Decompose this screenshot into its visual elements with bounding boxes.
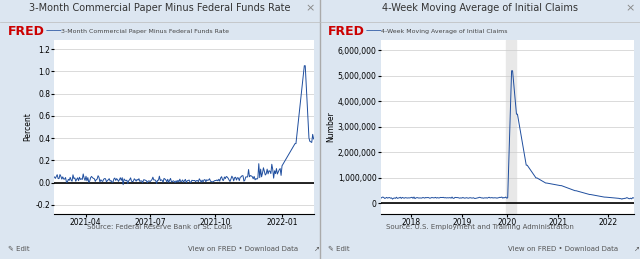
Text: 4-Week Moving Average of Initial Claims: 4-Week Moving Average of Initial Claims [381, 28, 508, 34]
Y-axis label: Number: Number [326, 112, 335, 142]
Text: FRED: FRED [8, 25, 45, 38]
Text: ✎ Edit: ✎ Edit [8, 246, 29, 252]
Text: ×: × [626, 3, 635, 13]
Text: Source: Federal Reserve Bank of St. Louis: Source: Federal Reserve Bank of St. Loui… [88, 224, 232, 230]
Bar [506, 40, 516, 214]
Text: Source: U.S. Employment and Training Administration: Source: U.S. Employment and Training Adm… [386, 224, 574, 230]
Text: ——: —— [366, 27, 383, 35]
Text: View on FRED • Download Data: View on FRED • Download Data [508, 246, 618, 252]
Text: 3-Month Commercial Paper Minus Federal Funds Rate: 3-Month Commercial Paper Minus Federal F… [29, 3, 291, 13]
Text: 4-Week Moving Average of Initial Claims: 4-Week Moving Average of Initial Claims [382, 3, 578, 13]
Text: ×: × [306, 3, 315, 13]
Text: View on FRED • Download Data: View on FRED • Download Data [188, 246, 298, 252]
Text: ——: —— [46, 27, 63, 35]
Y-axis label: Percent: Percent [24, 112, 33, 141]
Text: ↗: ↗ [634, 246, 639, 252]
Text: ↗: ↗ [314, 246, 319, 252]
Text: FRED: FRED [328, 25, 365, 38]
Text: 3-Month Commercial Paper Minus Federal Funds Rate: 3-Month Commercial Paper Minus Federal F… [61, 28, 229, 34]
Text: ✎ Edit: ✎ Edit [328, 246, 349, 252]
